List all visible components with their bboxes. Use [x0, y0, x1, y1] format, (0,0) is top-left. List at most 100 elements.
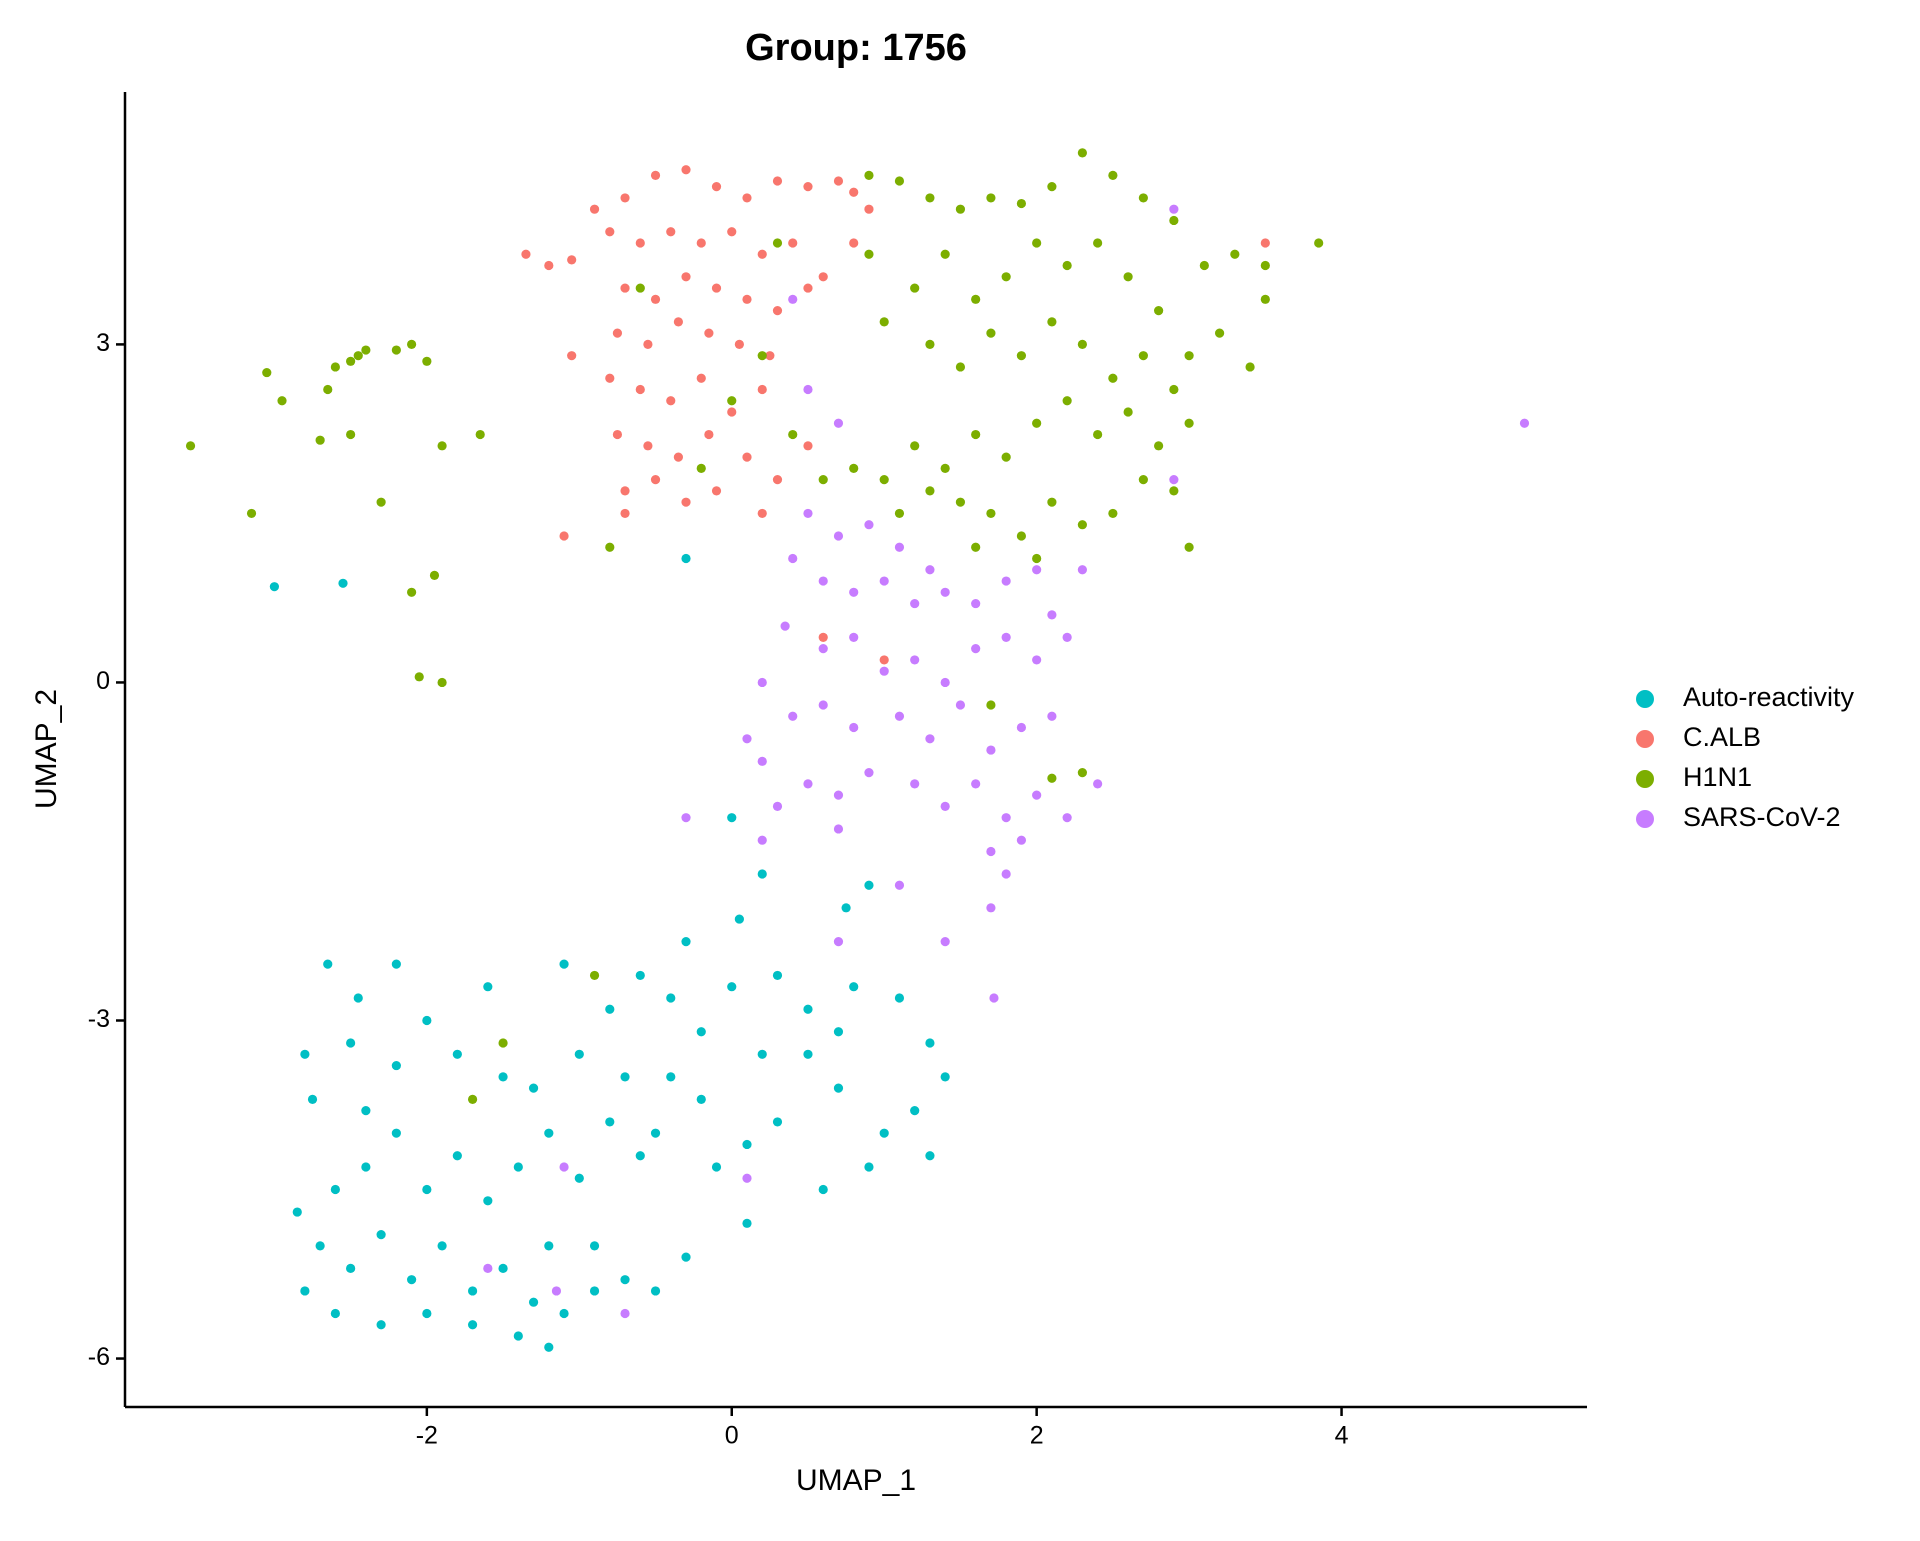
point — [391, 1128, 401, 1138]
point — [1047, 773, 1057, 783]
point — [772, 238, 783, 248]
point — [894, 711, 905, 721]
point — [849, 463, 859, 473]
point — [673, 452, 683, 462]
point — [521, 249, 531, 259]
point — [544, 260, 554, 271]
point — [818, 1184, 828, 1195]
point — [742, 1139, 752, 1150]
point — [315, 1241, 325, 1251]
point — [567, 255, 577, 265]
point — [429, 570, 440, 581]
point — [864, 170, 874, 180]
point — [620, 1308, 630, 1319]
point — [361, 345, 371, 355]
x-tick-label: 2 — [1030, 1422, 1044, 1450]
point — [727, 396, 737, 406]
point — [338, 578, 348, 588]
point — [986, 846, 996, 857]
point — [528, 1083, 539, 1093]
point — [1001, 632, 1011, 642]
point — [422, 1184, 432, 1195]
y-tick-label: 0 — [96, 667, 110, 695]
point — [346, 1038, 356, 1048]
point — [422, 1015, 432, 1026]
point — [711, 1162, 722, 1172]
point — [452, 1151, 462, 1161]
point — [1047, 610, 1057, 620]
point — [513, 1162, 523, 1172]
point — [300, 1286, 310, 1296]
point — [650, 1286, 661, 1296]
point — [605, 1117, 615, 1127]
point — [605, 373, 615, 383]
point — [353, 993, 363, 1003]
point — [483, 982, 493, 992]
point — [772, 306, 783, 316]
point — [772, 475, 783, 485]
point — [696, 1027, 706, 1037]
point — [1184, 542, 1194, 552]
point — [894, 993, 905, 1003]
point — [498, 1263, 508, 1274]
point — [1032, 565, 1042, 575]
point — [330, 362, 340, 372]
point — [1245, 362, 1255, 372]
point — [673, 317, 683, 327]
point — [734, 339, 744, 350]
point — [1047, 497, 1057, 507]
point — [757, 1049, 767, 1059]
point — [971, 429, 981, 440]
point — [803, 1049, 813, 1059]
point — [681, 813, 691, 823]
point — [391, 345, 401, 355]
point — [818, 272, 828, 282]
point — [894, 508, 905, 519]
point — [483, 1263, 493, 1274]
point — [925, 486, 935, 496]
point — [513, 1331, 523, 1341]
point — [818, 576, 828, 586]
point — [1062, 396, 1072, 406]
point — [864, 1162, 874, 1172]
legend-key — [1636, 810, 1654, 828]
point — [849, 587, 859, 597]
point — [635, 1151, 645, 1161]
point — [1123, 272, 1133, 282]
point — [742, 294, 752, 304]
point — [1001, 272, 1011, 282]
point — [1047, 317, 1057, 327]
point — [643, 339, 653, 350]
point — [864, 520, 874, 530]
point — [925, 1151, 935, 1161]
legend-key — [1636, 730, 1654, 748]
point — [467, 1320, 478, 1330]
point — [986, 700, 996, 710]
point — [1047, 182, 1057, 192]
point — [727, 813, 737, 823]
point — [734, 914, 744, 924]
point — [940, 1072, 950, 1082]
point — [1093, 429, 1103, 440]
point — [803, 779, 813, 789]
point — [407, 1275, 417, 1285]
point — [711, 283, 722, 293]
point — [589, 204, 600, 214]
point — [818, 632, 828, 642]
point — [833, 937, 844, 947]
point — [1260, 260, 1270, 271]
point — [467, 1286, 478, 1296]
point — [346, 1263, 356, 1274]
point — [788, 238, 798, 248]
point — [788, 711, 798, 721]
point — [803, 283, 813, 293]
legend-label: H1N1 — [1683, 762, 1752, 792]
point — [612, 328, 623, 338]
point — [605, 542, 615, 552]
point — [849, 722, 859, 733]
point — [589, 970, 600, 981]
point — [635, 384, 645, 395]
point — [955, 362, 966, 372]
point — [1032, 418, 1042, 428]
point — [986, 193, 996, 203]
